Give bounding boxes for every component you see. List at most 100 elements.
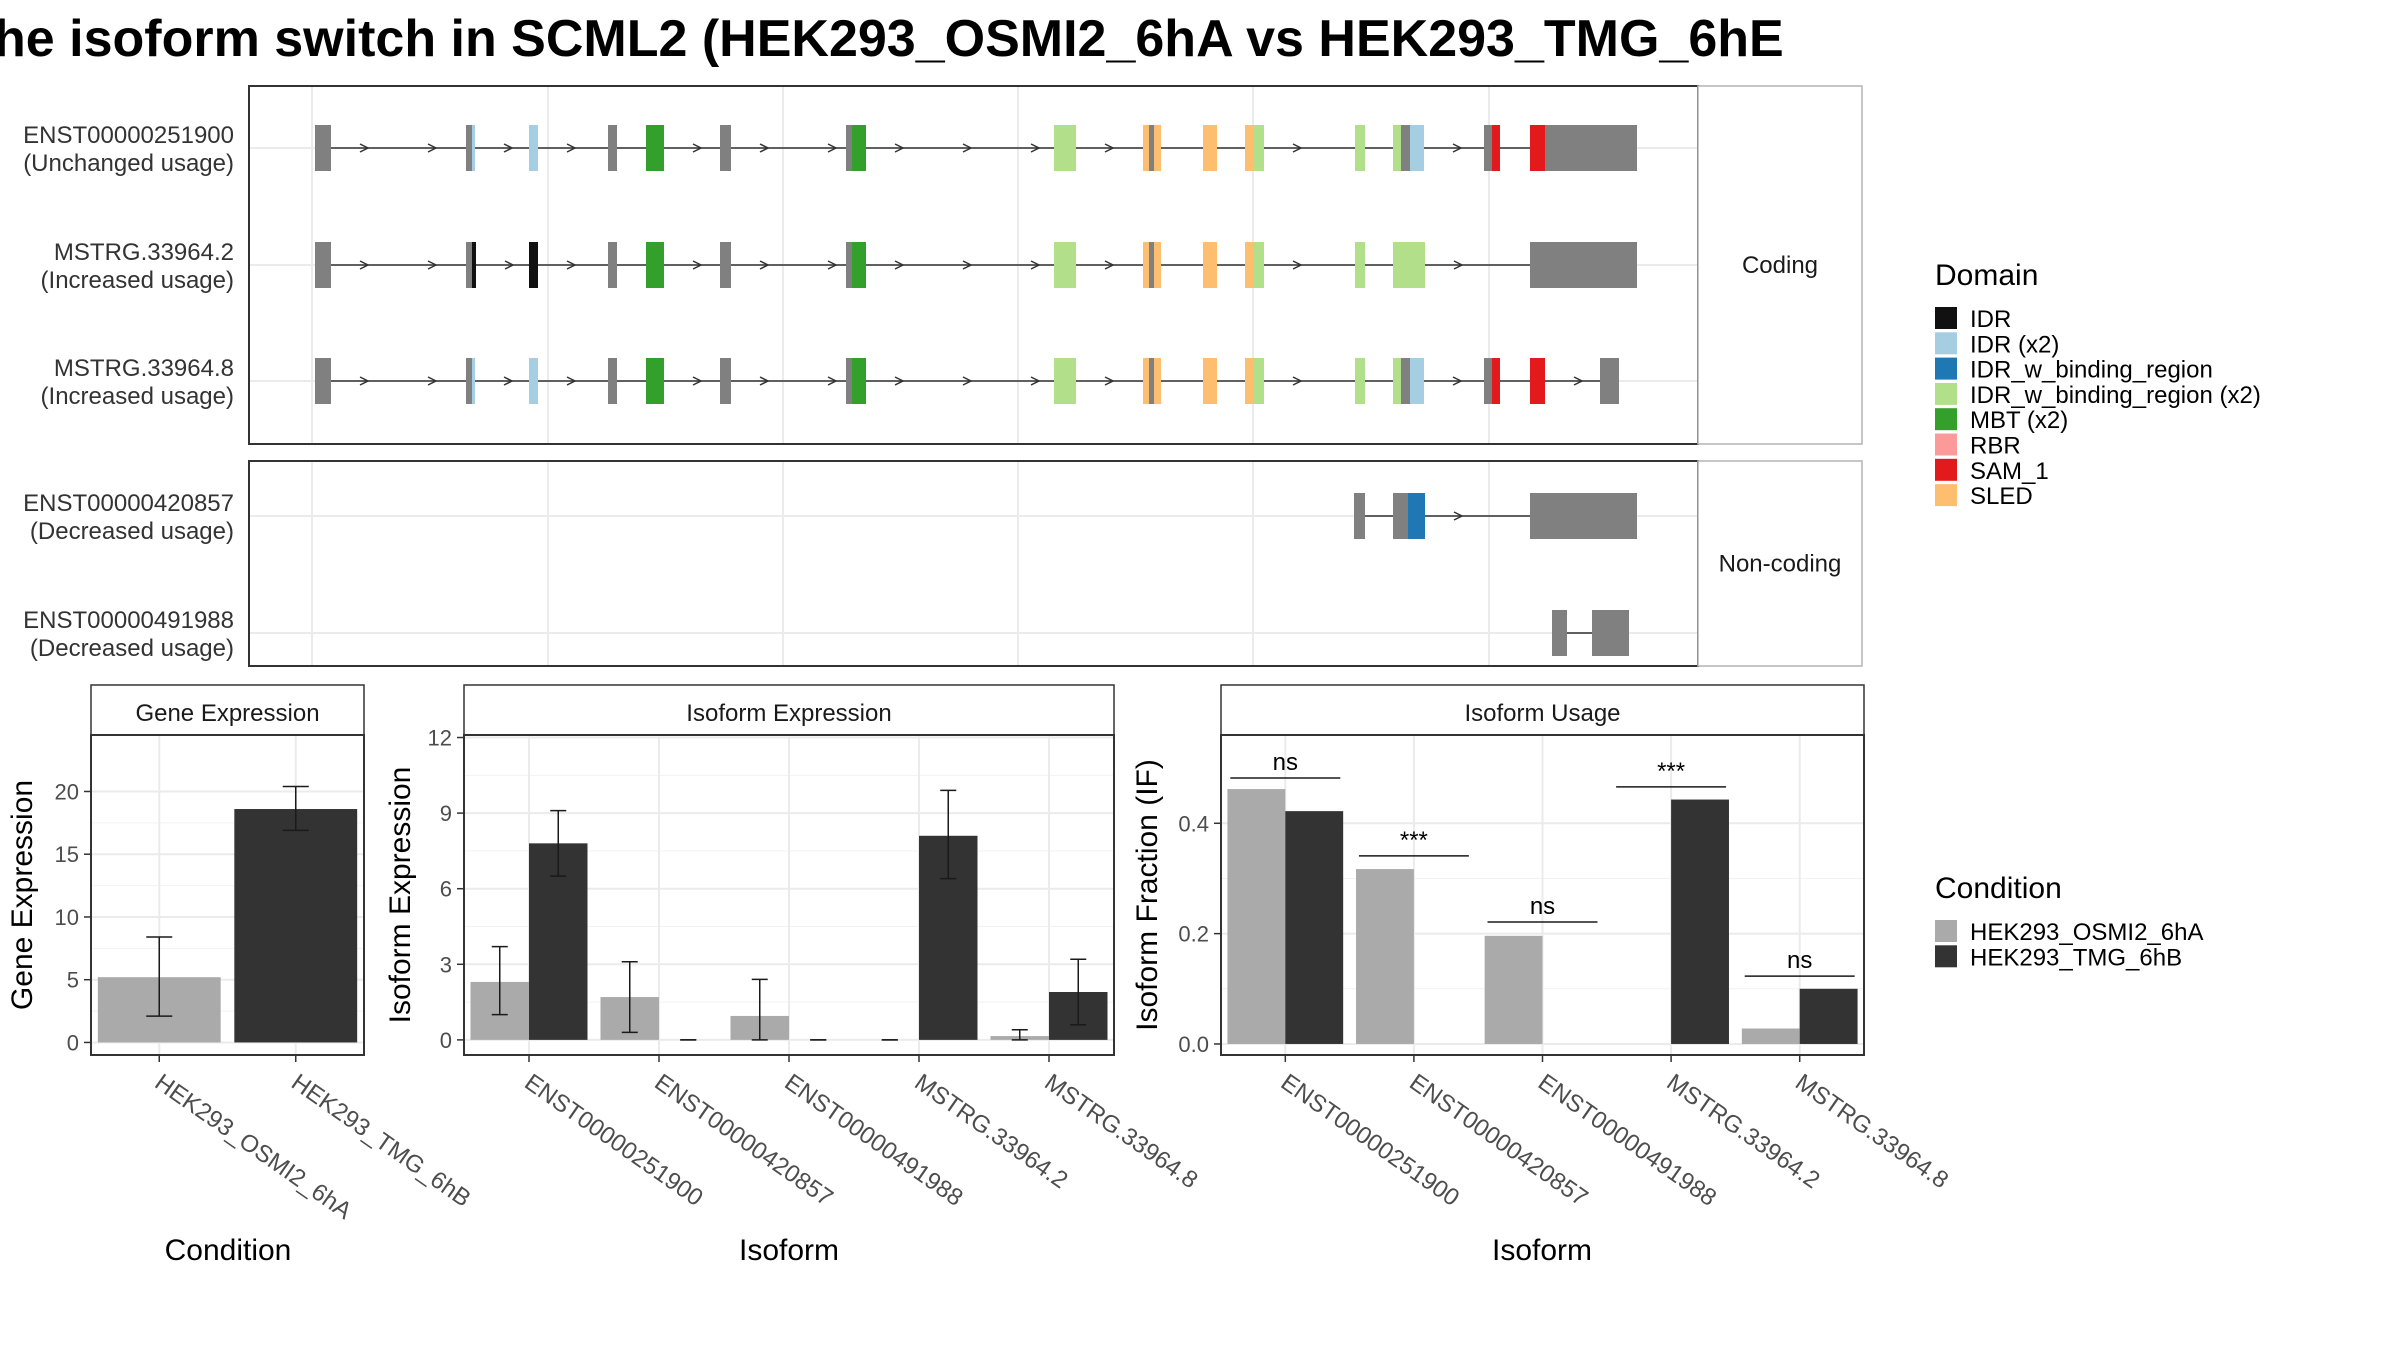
exon-domain [1530, 358, 1545, 404]
exon-domain [1393, 125, 1401, 171]
legend-label-domain: MBT (x2) [1970, 407, 2068, 434]
exon-no-domain [1600, 358, 1619, 404]
transcript-usage-label: (Decreased usage) [30, 635, 234, 662]
direction-arrow [503, 143, 514, 153]
direction-arrow [692, 376, 703, 386]
exon-domain [1492, 125, 1500, 171]
direction-arrow [1452, 376, 1463, 386]
transcript-id-label: MSTRG.33964.8 [54, 355, 234, 382]
panel-strip [463, 684, 1115, 736]
y-tick-label: 0 [440, 1028, 452, 1053]
direction-arrow [827, 260, 838, 270]
legend-label-condition: HEK293_TMG_6hB [1970, 944, 2182, 971]
bar [1356, 869, 1414, 1044]
direction-arrow [566, 376, 577, 386]
legend-key-domain [1935, 357, 1957, 380]
direction-arrow [962, 260, 973, 270]
transcript-model [315, 358, 1619, 404]
y-axis-title: Gene Expression [6, 780, 39, 1010]
domain-legend-title: Domain [1935, 259, 2038, 292]
direction-arrow [1573, 376, 1584, 386]
panel-strip [90, 684, 365, 736]
exon-no-domain [315, 358, 331, 404]
exon-no-domain [846, 242, 852, 288]
y-tick-label: 0.2 [1178, 922, 1209, 947]
exon-domain [1410, 358, 1424, 404]
legend-key-domain [1935, 307, 1957, 329]
exon-no-domain [1530, 493, 1637, 539]
exon-no-domain [466, 242, 472, 288]
legend-label-domain: SAM_1 [1970, 458, 2049, 485]
direction-arrow [894, 143, 905, 153]
exon-no-domain [720, 125, 731, 171]
transcript-model [1552, 610, 1629, 656]
direction-arrow [1030, 260, 1041, 270]
direction-arrow [1104, 376, 1115, 386]
y-tick-label: 20 [55, 779, 79, 804]
legend-label-domain: RBR [1970, 433, 2021, 460]
y-tick-label: 12 [428, 726, 452, 751]
exon-domain [1245, 242, 1253, 288]
exon-no-domain [1484, 125, 1492, 171]
direction-arrow [759, 376, 770, 386]
direction-arrow [692, 143, 703, 153]
x-axis-title: Isoform [1492, 1234, 1592, 1267]
exon-no-domain [846, 358, 852, 404]
direction-arrow [1292, 260, 1303, 270]
panel-title: Gene Expression [135, 700, 319, 727]
legend-label-condition: HEK293_OSMI2_6hA [1970, 919, 2203, 946]
direction-arrow [427, 143, 438, 153]
exon-domain [852, 358, 866, 404]
bar-charts: Gene Expression05101520HEK293_OSMI2_6hAH… [6, 684, 1953, 1267]
exon-domain [1203, 125, 1217, 171]
exon-domain [1154, 242, 1161, 288]
legend-key-condition [1935, 920, 1957, 942]
structure-panel-coding: Coding ENST00000251900(Unchanged usage) MS… [23, 85, 1863, 445]
exon-domain [1054, 125, 1076, 171]
direction-arrow [827, 376, 838, 386]
direction-arrow [1030, 376, 1041, 386]
transcript-model [315, 242, 1637, 288]
exon-domain [1410, 125, 1424, 171]
direction-arrow [1452, 143, 1463, 153]
y-tick-label: 15 [55, 842, 79, 867]
direction-arrow [692, 260, 703, 270]
exon-no-domain [1354, 493, 1365, 539]
transcript-usage-label: (Decreased usage) [30, 518, 234, 545]
y-tick-label: 9 [440, 801, 452, 826]
transcript-usage-label: (Increased usage) [41, 383, 234, 410]
direction-arrow [566, 260, 577, 270]
direction-arrow [504, 260, 515, 270]
legend-label-domain: IDR [1970, 306, 2011, 333]
exon-no-domain [846, 125, 852, 171]
exon-no-domain [466, 125, 472, 171]
significance-label: *** [1657, 758, 1685, 785]
significance-label: ns [1787, 947, 1812, 974]
exon-no-domain [315, 125, 331, 171]
exon-no-domain [1393, 493, 1408, 539]
exon-domain [529, 242, 538, 288]
exon-domain [1143, 358, 1149, 404]
bar [1484, 935, 1543, 1044]
direction-arrow [359, 376, 370, 386]
exon-no-domain [1530, 242, 1637, 288]
exon-no-domain [1149, 125, 1154, 171]
direction-arrow [759, 260, 770, 270]
exon-no-domain [720, 242, 731, 288]
legend-key-domain [1935, 332, 1957, 355]
direction-arrow [1030, 143, 1041, 153]
direction-arrow [359, 143, 370, 153]
exon-domain [472, 242, 476, 288]
direction-arrow [1453, 260, 1464, 270]
panel-strip [1697, 85, 1863, 445]
condition-legend-title: Condition [1935, 872, 2062, 905]
direction-arrow [1104, 143, 1115, 153]
significance-label: *** [1400, 827, 1428, 854]
legend-label-domain: IDR_w_binding_region (x2) [1970, 382, 2261, 409]
exon-domain [646, 242, 664, 288]
y-tick-label: 3 [440, 952, 452, 977]
exon-domain [852, 242, 866, 288]
